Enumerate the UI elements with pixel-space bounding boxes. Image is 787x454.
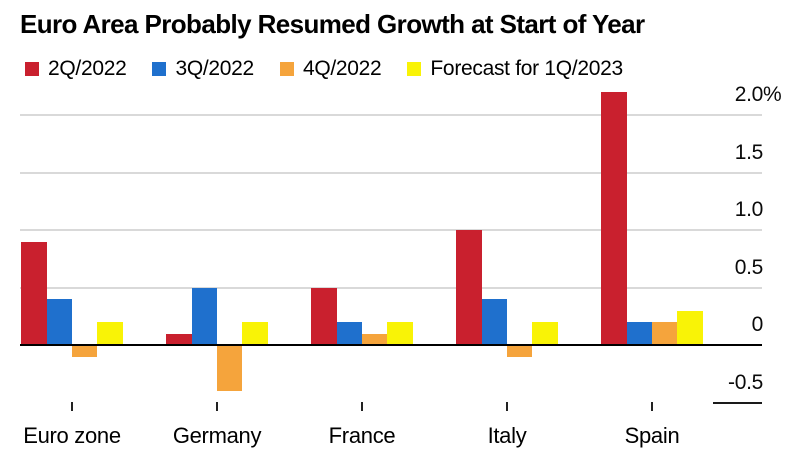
bar-4q-2022-germany — [217, 345, 243, 391]
legend-swatch-icon — [407, 62, 422, 76]
legend-item-2q-2022: 2Q/2022 — [25, 57, 127, 81]
y-axis-tick-label: 2.0% — [734, 83, 782, 106]
gridline-2.0 — [20, 114, 762, 116]
gridline-1.5 — [20, 171, 762, 174]
gridline-0.5 — [20, 286, 762, 289]
x-axis-category-label: Italy — [487, 423, 527, 448]
legend-swatch-icon — [25, 62, 39, 76]
bar-3q-2022-germany — [191, 287, 217, 345]
legend: 2Q/2022 3Q/2022 4Q/2022 Forecast for 1Q/202… — [25, 57, 623, 81]
bar-4q-2022-euro-zone — [72, 345, 98, 357]
x-axis-category-label: Spain — [624, 423, 680, 448]
bar-2q-2022-germany — [166, 333, 192, 345]
legend-label: 4Q/2022 — [302, 57, 382, 80]
bar-2q-2022-spain — [601, 92, 627, 345]
legend-item-forecast-for-1q-2023: Forecast for 1Q/2023 — [407, 57, 623, 81]
bar-3q-2022-france — [336, 322, 362, 345]
legend-swatch-icon — [152, 62, 167, 76]
legend-label: 3Q/2022 — [175, 57, 254, 80]
bar-2q-2022-italy — [456, 230, 482, 345]
bar-forecast-for-1q-2023-euro-zone — [97, 322, 123, 345]
legend-item-4q-2022: 4Q/2022 — [279, 57, 382, 81]
x-axis-tick — [216, 402, 218, 411]
x-axis-category-label: Germany — [172, 423, 262, 448]
y-axis-tick-label: -0.5 — [728, 370, 763, 394]
legend-label: Forecast for 1Q/2023 — [430, 57, 623, 80]
y-axis-tick-label: 0.5 — [734, 255, 764, 279]
x-axis-category-label: Euro zone — [23, 423, 121, 448]
bar-3q-2022-italy — [481, 299, 507, 345]
bar-2q-2022-france — [311, 287, 337, 345]
bar-forecast-for-1q-2023-spain — [677, 310, 703, 345]
chart-title: Euro Area Probably Resumed Growth at Sta… — [20, 9, 645, 39]
x-axis-tick — [361, 402, 363, 411]
y-axis-tick-label: 1.0 — [734, 198, 764, 221]
y-axis-tick-label: 1.5 — [734, 140, 764, 164]
x-axis-tick — [506, 402, 508, 411]
bar-4q-2022-spain — [652, 322, 678, 345]
axis-stub-line — [713, 401, 762, 404]
bar-3q-2022-euro-zone — [46, 299, 72, 345]
bar-3q-2022-spain — [626, 322, 652, 345]
bar-4q-2022-france — [362, 333, 388, 345]
bar-forecast-for-1q-2023-france — [387, 322, 413, 345]
gridline-1.0 — [20, 229, 762, 231]
legend-swatch-icon — [279, 62, 294, 76]
legend-item-3q-2022: 3Q/2022 — [152, 57, 254, 81]
x-axis-zero-line — [20, 344, 762, 346]
legend-label: 2Q/2022 — [48, 57, 127, 80]
x-axis-tick — [71, 402, 73, 411]
bar-4q-2022-italy — [507, 345, 533, 357]
y-axis-unit-suffix: % — [763, 83, 782, 106]
bar-forecast-for-1q-2023-germany — [242, 322, 268, 345]
x-axis-tick — [651, 402, 653, 411]
y-axis-tick-label: 0 — [751, 313, 764, 336]
x-axis-category-label: France — [328, 423, 396, 448]
bar-2q-2022-euro-zone — [21, 241, 47, 345]
bar-forecast-for-1q-2023-italy — [532, 322, 558, 345]
